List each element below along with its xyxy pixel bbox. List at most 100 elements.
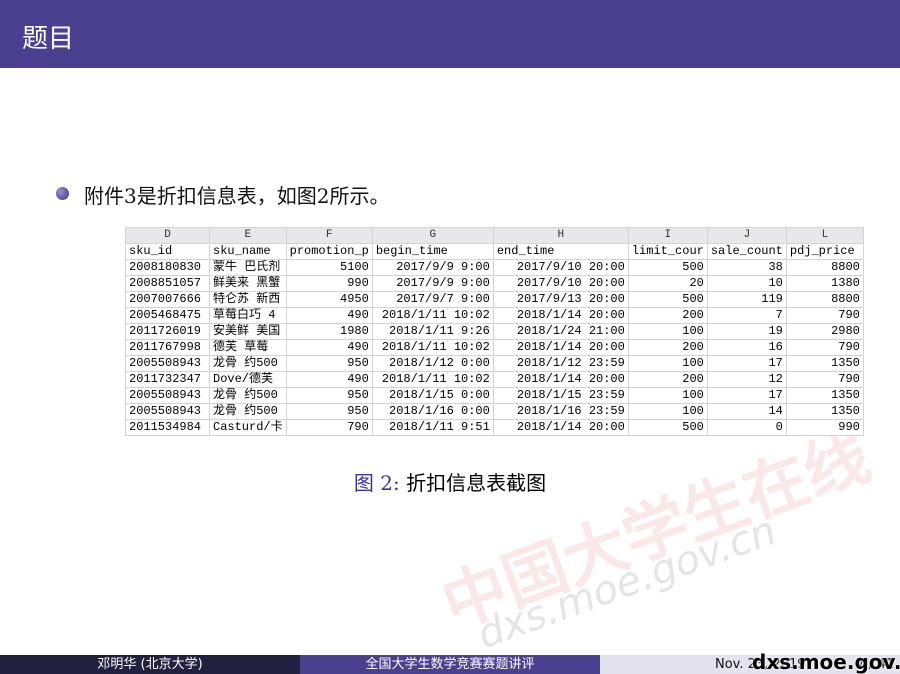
cell: 2011726019 <box>125 323 210 340</box>
cell: Dove/德芙 <box>209 371 287 388</box>
cell: 特仑苏 新西 <box>209 291 287 308</box>
cell: 2018/1/11 10:02 <box>371 371 494 388</box>
cell: 790 <box>785 339 864 356</box>
cell: 990 <box>285 275 373 292</box>
table-row: 2008180830 蒙牛 巴氏剂 5100 2017/9/9 9:00 2017/9/… <box>125 259 864 276</box>
column-letter: L <box>785 227 864 244</box>
cell: 2980 <box>785 323 864 340</box>
header-row: sku_id sku_name promotion_p begin_time end_t… <box>125 243 864 260</box>
cell: 2017/9/13 20:00 <box>492 291 629 308</box>
cell: 2005508943 <box>125 403 210 420</box>
cell: 2011534984 <box>125 419 210 436</box>
cell: 安美鲜 美国 <box>209 323 287 340</box>
column-letter: D <box>125 227 210 244</box>
table-row: 2011767998 德芙 草莓 490 2018/1/11 10:02 2018/1/… <box>125 339 864 356</box>
table-row: 2007007666 特仑苏 新西 4950 2017/9/7 9:00 2017/9/… <box>125 291 864 308</box>
cell: 2008180830 <box>125 259 210 276</box>
cell: 200 <box>627 371 708 388</box>
cell: 2018/1/12 0:00 <box>371 355 494 372</box>
column-letter: F <box>285 227 373 244</box>
cell: 2018/1/11 9:26 <box>371 323 494 340</box>
cell: 1980 <box>285 323 373 340</box>
footer: 邓明华 (北京大学) 全国大学生数学竞赛赛题讲评 Nov. 23, 2019 7… <box>0 655 900 674</box>
cell: 16 <box>706 339 787 356</box>
cell: 2017/9/9 9:00 <box>371 275 494 292</box>
cell: 2018/1/16 23:59 <box>492 403 629 420</box>
cell: 12 <box>706 371 787 388</box>
cell: 490 <box>285 371 373 388</box>
site-watermark: dxs.moe.gov.cn <box>752 650 900 674</box>
cell: 2017/9/9 9:00 <box>371 259 494 276</box>
footer-author: 邓明华 (北京大学) <box>0 655 300 674</box>
cell: 950 <box>285 387 373 404</box>
cell: 德芙 草莓 <box>209 339 287 356</box>
header-bar <box>0 0 900 68</box>
cell: 5100 <box>285 259 373 276</box>
table-row: 2008851057 鲜美来 黑蟹 990 2017/9/9 9:00 2017/9/1… <box>125 275 864 292</box>
cell: 100 <box>627 387 708 404</box>
footer-talk: 全国大学生数学竞赛赛题讲评 <box>300 655 600 674</box>
cell: 2018/1/16 0:00 <box>371 403 494 420</box>
column-letter: G <box>371 227 494 244</box>
table-row: 2005508943 龙骨 约500 950 2018/1/15 0:00 2018/1… <box>125 387 864 404</box>
cell: 2005508943 <box>125 387 210 404</box>
cell: 1350 <box>785 387 864 404</box>
cell: 1350 <box>785 403 864 420</box>
cell: 200 <box>627 339 708 356</box>
cell: 龙骨 约500 <box>209 403 287 420</box>
cell: Casturd/卡 <box>209 419 287 436</box>
cell: 100 <box>627 403 708 420</box>
column-header: end_time <box>492 243 629 260</box>
footer-right: Nov. 23, 2019 7 / 41 <box>600 655 900 674</box>
cell: 17 <box>706 387 787 404</box>
cell: 2017/9/10 20:00 <box>492 259 629 276</box>
bullet-text: 附件3是折扣信息表，如图2所示。 <box>84 184 390 208</box>
cell: 2018/1/14 20:00 <box>492 371 629 388</box>
cell: 0 <box>706 419 787 436</box>
cell: 2018/1/15 23:59 <box>492 387 629 404</box>
cell: 2011732347 <box>125 371 210 388</box>
cell: 2018/1/12 23:59 <box>492 355 629 372</box>
column-letter: E <box>209 227 287 244</box>
cell: 38 <box>706 259 787 276</box>
column-header: sku_id <box>125 243 210 260</box>
cell: 2018/1/14 20:00 <box>492 419 629 436</box>
cell: 790 <box>785 307 864 324</box>
cell: 19 <box>706 323 787 340</box>
cell: 500 <box>627 291 708 308</box>
bullet-dot <box>56 187 69 200</box>
cell: 2017/9/10 20:00 <box>492 275 629 292</box>
cell: 119 <box>706 291 787 308</box>
cell: 14 <box>706 403 787 420</box>
cell: 490 <box>285 307 373 324</box>
cell: 4950 <box>285 291 373 308</box>
column-header: limit_cour <box>627 243 708 260</box>
cell: 鲜美来 黑蟹 <box>209 275 287 292</box>
column-header: sku_name <box>209 243 287 260</box>
cell: 2018/1/14 20:00 <box>492 307 629 324</box>
cell: 蒙牛 巴氏剂 <box>209 259 287 276</box>
cell: 8800 <box>785 291 864 308</box>
cell: 2005468475 <box>125 307 210 324</box>
cell: 790 <box>785 371 864 388</box>
column-header: promotion_p <box>285 243 373 260</box>
page-number: 7 / 41 <box>856 657 894 672</box>
cell: 2017/9/7 9:00 <box>371 291 494 308</box>
table-row: 2005508943 龙骨 约500 950 2018/1/16 0:00 2018/1… <box>125 403 864 420</box>
cell: 2018/1/14 20:00 <box>492 339 629 356</box>
caption: 图 2: 折扣信息表截图 <box>0 467 900 496</box>
cell: 17 <box>706 355 787 372</box>
column-header: sale_count <box>706 243 787 260</box>
cell: 2005508943 <box>125 355 210 372</box>
table-row: 2011534984 Casturd/卡 790 2018/1/11 9:51 2018… <box>125 419 864 436</box>
cell: 500 <box>627 419 708 436</box>
cell: 790 <box>285 419 373 436</box>
cell: 100 <box>627 323 708 340</box>
cell: 1380 <box>785 275 864 292</box>
cell: 950 <box>285 403 373 420</box>
cell: 2007007666 <box>125 291 210 308</box>
cell: 龙骨 约500 <box>209 355 287 372</box>
cell: 1350 <box>785 355 864 372</box>
